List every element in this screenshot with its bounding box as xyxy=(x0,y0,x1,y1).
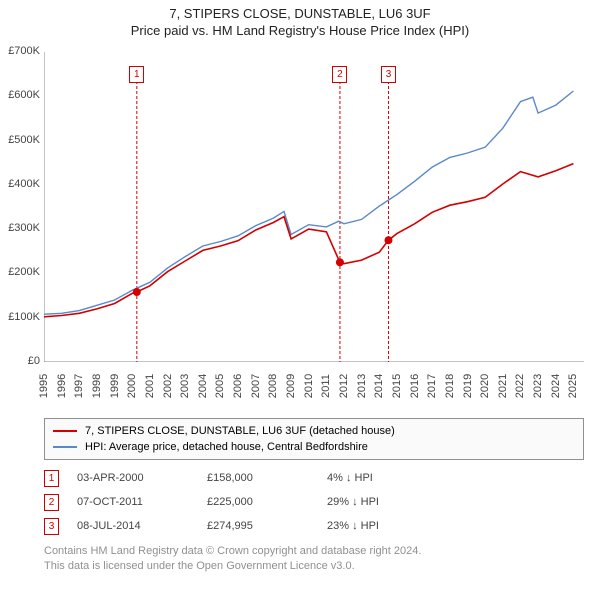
table-row: 1 03-APR-2000 £158,000 4% ↓ HPI xyxy=(44,466,379,490)
x-axis-tick-label: 1999 xyxy=(109,371,121,401)
x-axis-tick-label: 2016 xyxy=(409,371,421,401)
y-axis-tick-label: £200K xyxy=(0,266,40,278)
legend-label: HPI: Average price, detached house, Cent… xyxy=(85,441,368,453)
title-block: 7, STIPERS CLOSE, DUNSTABLE, LU6 3UF Pri… xyxy=(0,0,600,38)
transaction-diff: 23% ↓ HPI xyxy=(327,520,379,532)
x-axis-tick-label: 2018 xyxy=(444,371,456,401)
transactions-table: 1 03-APR-2000 £158,000 4% ↓ HPI 2 07-OCT… xyxy=(44,466,379,538)
transaction-date: 08-JUL-2014 xyxy=(77,520,207,532)
x-axis-tick-label: 2017 xyxy=(426,371,438,401)
chart-title-address: 7, STIPERS CLOSE, DUNSTABLE, LU6 3UF xyxy=(0,6,600,21)
x-axis-tick-label: 2010 xyxy=(303,371,315,401)
legend-item: 7, STIPERS CLOSE, DUNSTABLE, LU6 3UF (de… xyxy=(53,423,575,439)
chart-svg xyxy=(44,52,584,362)
y-axis-tick-label: £100K xyxy=(0,311,40,323)
x-axis-tick-label: 2021 xyxy=(497,371,509,401)
legend-item: HPI: Average price, detached house, Cent… xyxy=(53,439,575,455)
transaction-price: £274,995 xyxy=(207,520,327,532)
x-axis-tick-label: 2007 xyxy=(250,371,262,401)
x-axis-tick-label: 2013 xyxy=(356,371,368,401)
x-axis-tick-label: 1998 xyxy=(91,371,103,401)
table-row: 3 08-JUL-2014 £274,995 23% ↓ HPI xyxy=(44,514,379,538)
transaction-marker-2: 2 xyxy=(44,494,59,511)
transaction-marker-1: 1 xyxy=(44,470,59,487)
legend-label: 7, STIPERS CLOSE, DUNSTABLE, LU6 3UF (de… xyxy=(85,425,395,437)
x-axis-tick-label: 1996 xyxy=(56,371,68,401)
x-axis-tick-label: 2009 xyxy=(285,371,297,401)
x-axis-tick-label: 2005 xyxy=(214,371,226,401)
transaction-diff: 29% ↓ HPI xyxy=(327,496,379,508)
chart-event-marker-3: 3 xyxy=(381,66,396,83)
chart-subtitle: Price paid vs. HM Land Registry's House … xyxy=(0,23,600,38)
x-axis-tick-label: 2006 xyxy=(232,371,244,401)
transaction-price: £158,000 xyxy=(207,472,327,484)
legend: 7, STIPERS CLOSE, DUNSTABLE, LU6 3UF (de… xyxy=(44,418,584,460)
legend-swatch xyxy=(53,430,77,432)
x-axis-tick-label: 2024 xyxy=(550,371,562,401)
footer-line-2: This data is licensed under the Open Gov… xyxy=(44,560,355,572)
y-axis-tick-label: £0 xyxy=(0,355,40,367)
y-axis-tick-label: £600K xyxy=(0,89,40,101)
x-axis-tick-label: 2001 xyxy=(144,371,156,401)
x-axis-tick-label: 2000 xyxy=(126,371,138,401)
chart-event-marker-2: 2 xyxy=(332,66,347,83)
transaction-date: 07-OCT-2011 xyxy=(77,496,207,508)
y-axis-tick-label: £400K xyxy=(0,178,40,190)
y-axis-tick-label: £300K xyxy=(0,222,40,234)
x-axis-tick-label: 1997 xyxy=(73,371,85,401)
x-axis-tick-label: 2011 xyxy=(320,371,332,401)
x-axis-tick-label: 2002 xyxy=(162,371,174,401)
x-axis-tick-label: 2022 xyxy=(514,371,526,401)
transaction-price: £225,000 xyxy=(207,496,327,508)
x-axis-tick-label: 2020 xyxy=(479,371,491,401)
chart-container: 7, STIPERS CLOSE, DUNSTABLE, LU6 3UF Pri… xyxy=(0,0,600,590)
footer-attribution: Contains HM Land Registry data © Crown c… xyxy=(44,544,584,574)
x-axis-tick-label: 2008 xyxy=(267,371,279,401)
chart-plot-area: 123 £0£100K£200K£300K£400K£500K£600K£700… xyxy=(44,52,584,362)
x-axis-tick-label: 2019 xyxy=(462,371,474,401)
y-axis-tick-label: £700K xyxy=(0,45,40,57)
transaction-diff: 4% ↓ HPI xyxy=(327,472,373,484)
table-row: 2 07-OCT-2011 £225,000 29% ↓ HPI xyxy=(44,490,379,514)
x-axis-tick-label: 2023 xyxy=(532,371,544,401)
x-axis-tick-label: 1995 xyxy=(38,371,50,401)
legend-swatch xyxy=(53,446,77,448)
x-axis-tick-label: 2015 xyxy=(391,371,403,401)
transaction-marker-3: 3 xyxy=(44,518,59,535)
chart-event-marker-1: 1 xyxy=(129,66,144,83)
x-axis-tick-label: 2012 xyxy=(338,371,350,401)
x-axis-tick-label: 2014 xyxy=(373,371,385,401)
footer-line-1: Contains HM Land Registry data © Crown c… xyxy=(44,545,421,557)
x-axis-tick-label: 2025 xyxy=(567,371,579,401)
x-axis-tick-label: 2003 xyxy=(179,371,191,401)
x-axis-tick-label: 2004 xyxy=(197,371,209,401)
transaction-date: 03-APR-2000 xyxy=(77,472,207,484)
y-axis-tick-label: £500K xyxy=(0,134,40,146)
